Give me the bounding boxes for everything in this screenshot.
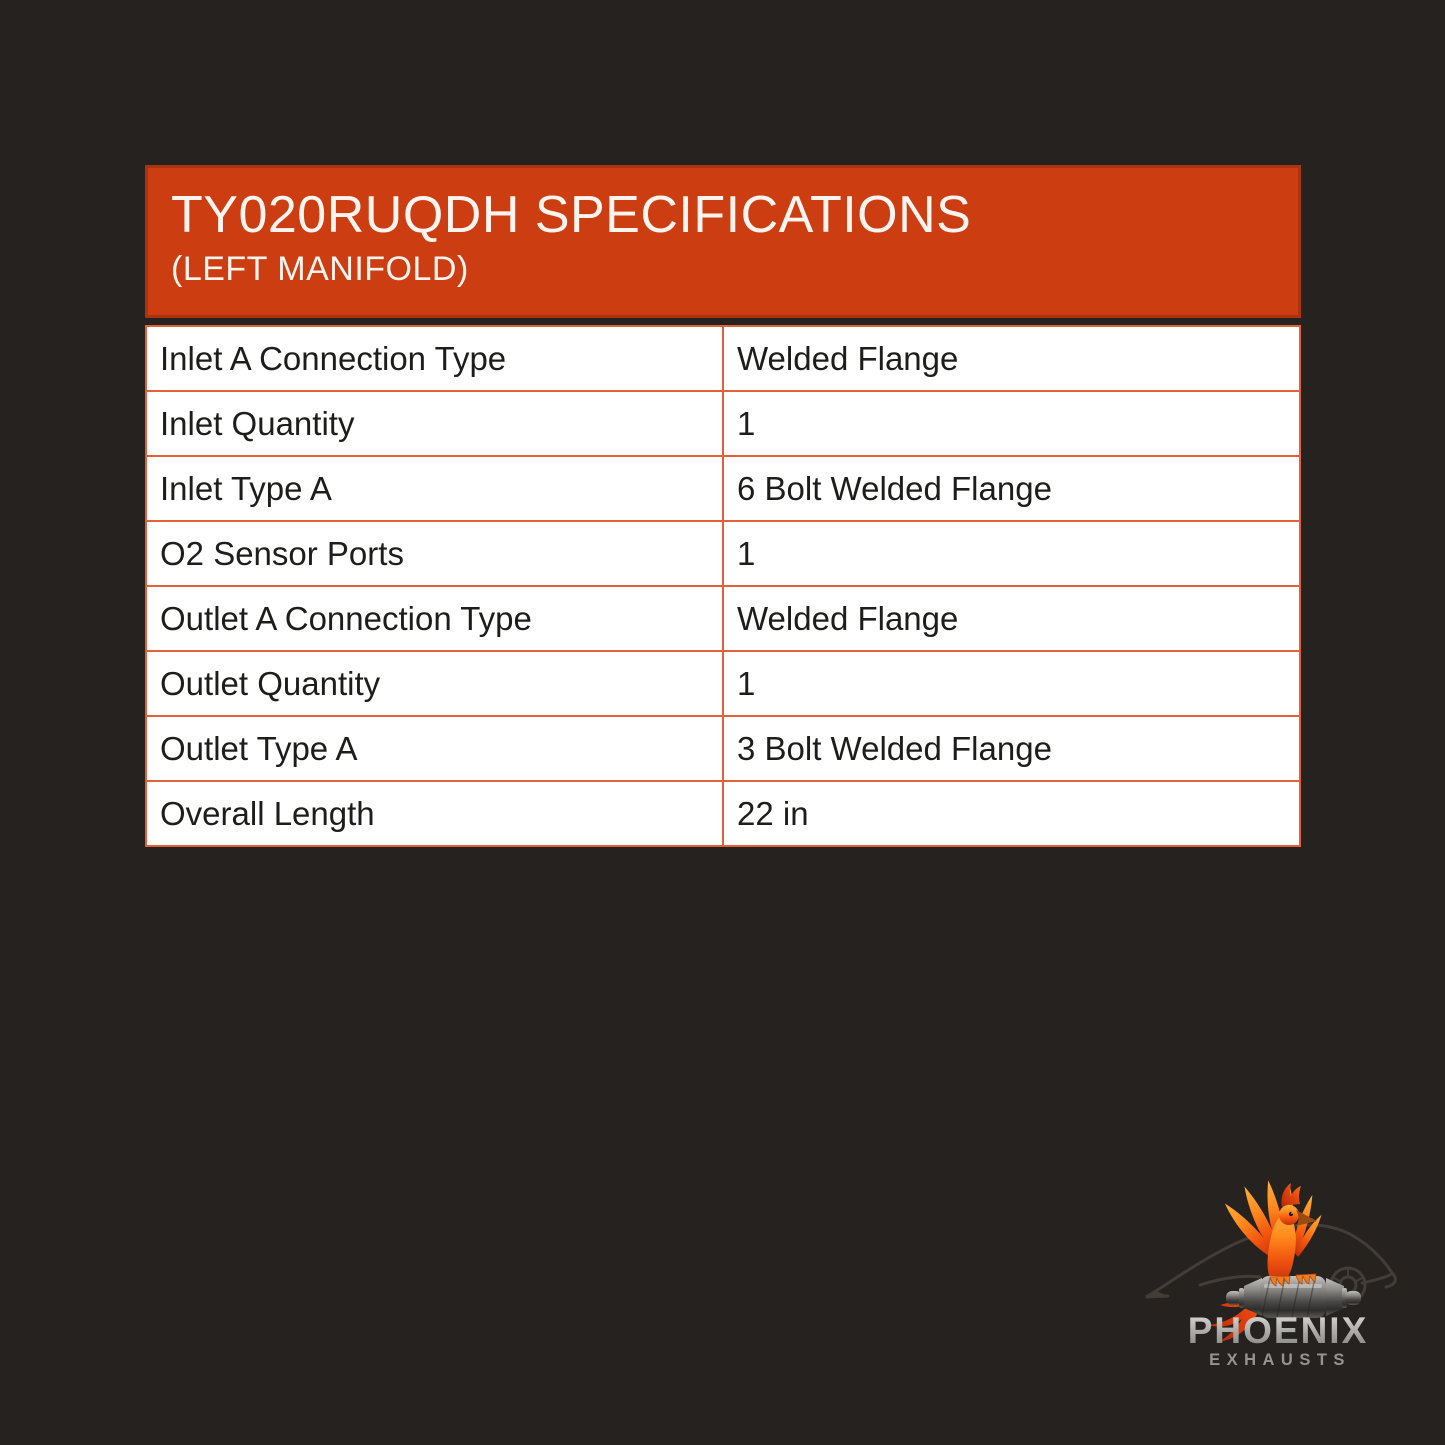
brand-name: PHOENIX: [1188, 1310, 1369, 1351]
spec-label: Overall Length: [145, 780, 724, 847]
page-subtitle: (LEFT MANIFOLD): [171, 250, 469, 289]
phoenix-crest: [1281, 1183, 1301, 1207]
spec-value: 22 in: [722, 780, 1301, 847]
catalytic-converter-icon: [1226, 1276, 1361, 1318]
phoenix-exhausts-logo: PHOENIX EXHAUSTS: [1140, 1165, 1440, 1410]
phoenix-beak: [1296, 1210, 1317, 1226]
table-row: Outlet A Connection Type Welded Flange: [145, 585, 1301, 652]
spec-label: Inlet Type A: [145, 455, 724, 522]
spec-table: Inlet A Connection Type Welded Flange In…: [145, 325, 1301, 847]
spec-value: Welded Flange: [722, 325, 1301, 392]
spec-value: 3 Bolt Welded Flange: [722, 715, 1301, 782]
spec-value: 6 Bolt Welded Flange: [722, 455, 1301, 522]
phoenix-body: [1267, 1211, 1296, 1284]
table-row: O2 Sensor Ports 1: [145, 520, 1301, 587]
table-row: Outlet Quantity 1: [145, 650, 1301, 717]
spec-label: Inlet Quantity: [145, 390, 724, 457]
spec-label: Outlet A Connection Type: [145, 585, 724, 652]
page-title: TY020RUQDH SPECIFICATIONS: [171, 186, 972, 244]
spec-label: Outlet Type A: [145, 715, 724, 782]
phoenix-eye-highlight: [1291, 1212, 1293, 1214]
phoenix-talons: [1269, 1273, 1317, 1287]
phoenix-icon: [1208, 1180, 1322, 1342]
table-row: Overall Length 22 in: [145, 780, 1301, 847]
phoenix-right-wing: [1293, 1194, 1322, 1257]
spec-value: Welded Flange: [722, 585, 1301, 652]
spec-label: O2 Sensor Ports: [145, 520, 724, 587]
spec-value: 1: [722, 390, 1301, 457]
spec-value: 1: [722, 520, 1301, 587]
table-row: Outlet Type A 3 Bolt Welded Flange: [145, 715, 1301, 782]
phoenix-head: [1279, 1205, 1299, 1225]
spec-label: Outlet Quantity: [145, 650, 724, 717]
brand-tagline: EXHAUSTS: [1209, 1351, 1351, 1369]
spec-label: Inlet A Connection Type: [145, 325, 724, 392]
spec-value: 1: [722, 650, 1301, 717]
spec-header-banner: TY020RUQDH SPECIFICATIONS (LEFT MANIFOLD…: [145, 165, 1301, 318]
table-row: Inlet Quantity 1: [145, 390, 1301, 457]
table-row: Inlet Type A 6 Bolt Welded Flange: [145, 455, 1301, 522]
table-row: Inlet A Connection Type Welded Flange: [145, 325, 1301, 392]
